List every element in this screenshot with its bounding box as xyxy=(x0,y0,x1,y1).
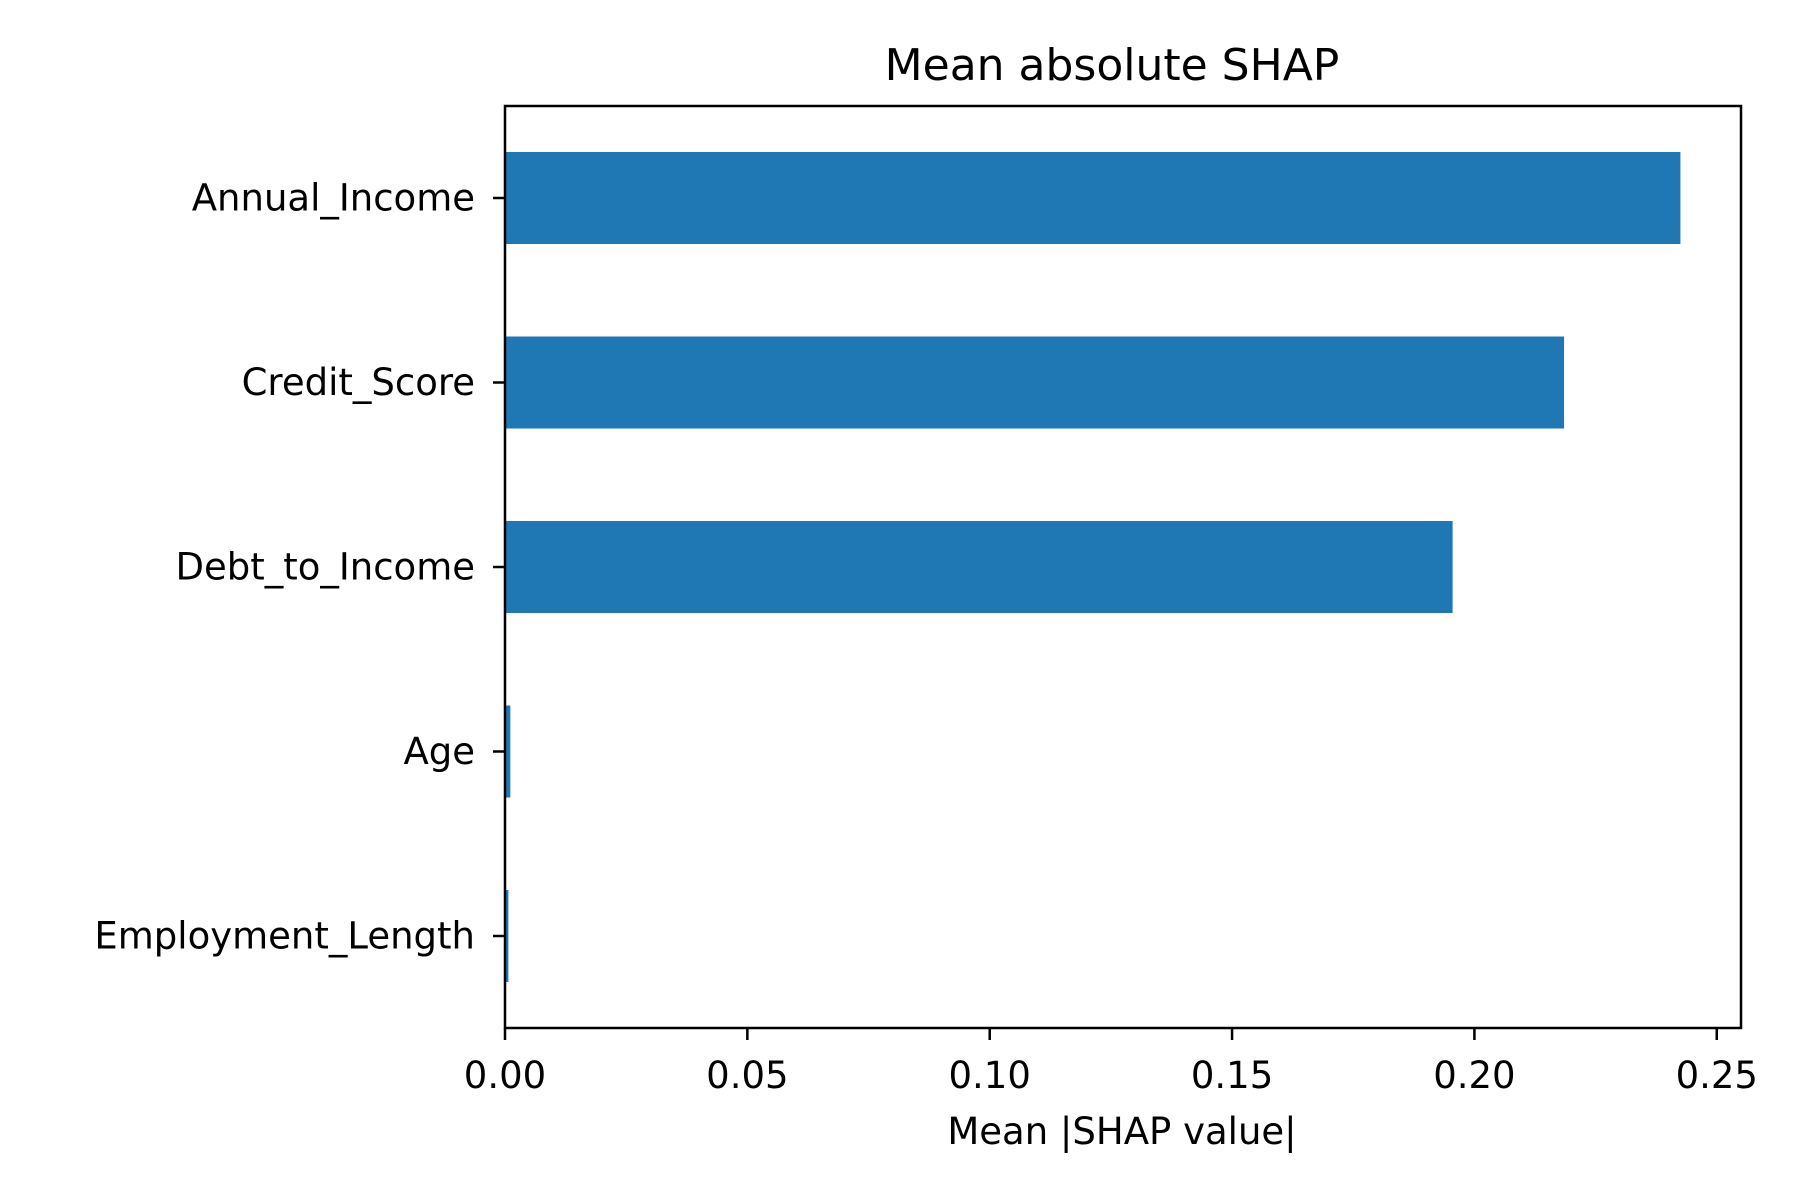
x-tick-label: 0.00 xyxy=(464,1054,546,1097)
bar-debt-to-income xyxy=(505,521,1453,613)
bars-group xyxy=(505,152,1681,982)
plot-frame xyxy=(503,104,1743,1030)
y-tick-label: Age xyxy=(403,730,475,773)
y-tick-label: Employment_Length xyxy=(94,915,475,958)
x-axis-ticks: 0.00 0.05 0.10 0.15 0.20 0.25 xyxy=(464,1028,1758,1097)
bar-age xyxy=(505,705,511,798)
chart-title: Mean absolute SHAP xyxy=(885,40,1340,91)
x-tick-label: 0.10 xyxy=(949,1054,1031,1097)
bar-annual-income xyxy=(505,152,1681,244)
x-tick-label: 0.20 xyxy=(1433,1054,1515,1097)
y-axis-ticks: Annual_Income Credit_Score Debt_to_Income A… xyxy=(94,177,505,958)
y-tick-label: Annual_Income xyxy=(192,177,475,220)
x-tick-label: 0.25 xyxy=(1676,1054,1758,1097)
bar-employment-length xyxy=(505,890,509,982)
y-tick-label: Debt_to_Income xyxy=(175,546,475,589)
x-tick-label: 0.15 xyxy=(1191,1054,1273,1097)
x-tick-label: 0.05 xyxy=(706,1054,788,1097)
bar-credit-score xyxy=(505,336,1565,429)
y-tick-label: Credit_Score xyxy=(242,361,475,404)
x-axis-label: Mean |SHAP value| xyxy=(947,1110,1296,1153)
